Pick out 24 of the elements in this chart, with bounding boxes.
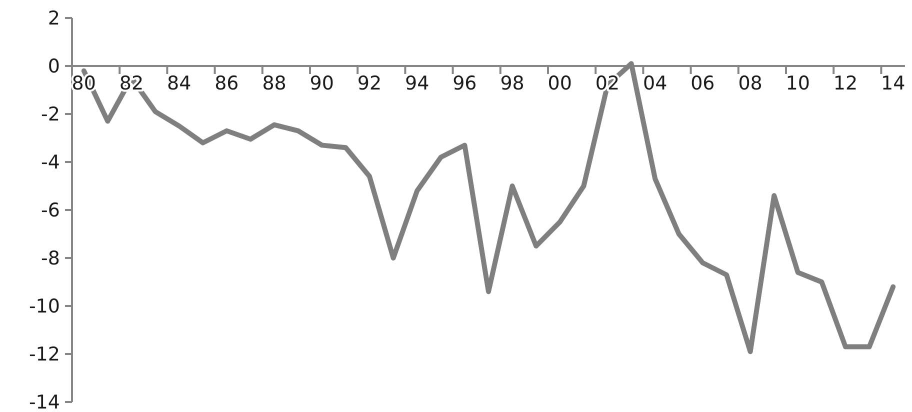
y-tick-label: -6 xyxy=(41,200,60,222)
y-tick-label: 0 xyxy=(48,56,60,78)
y-tick-label: 2 xyxy=(48,8,60,30)
x-tick-label: 04 xyxy=(643,72,668,95)
x-tick-label: 06 xyxy=(690,72,715,95)
y-tick-label: -8 xyxy=(41,248,60,270)
x-tick-label: 98 xyxy=(500,72,524,95)
y-tick-label: -4 xyxy=(41,152,60,174)
y-tick-label: -14 xyxy=(28,392,60,412)
x-tick-label: 96 xyxy=(452,72,477,95)
x-tick-label: 84 xyxy=(167,72,192,95)
x-tick-label: 12 xyxy=(833,72,858,95)
y-tick-label: -2 xyxy=(41,104,60,126)
x-tick-label: 08 xyxy=(738,72,762,95)
x-tick-label: 94 xyxy=(405,72,430,95)
y-tick-label: -10 xyxy=(28,296,60,318)
x-tick-label: 92 xyxy=(357,72,382,95)
x-tick-label: 86 xyxy=(214,72,239,95)
x-tick-label: 88 xyxy=(262,72,286,95)
x-tick-label: 00 xyxy=(548,72,572,95)
x-tick-label: 10 xyxy=(786,72,810,95)
x-tick-label: 90 xyxy=(310,72,334,95)
x-tick-label: 14 xyxy=(881,72,906,95)
y-tick-label: -12 xyxy=(28,344,60,366)
